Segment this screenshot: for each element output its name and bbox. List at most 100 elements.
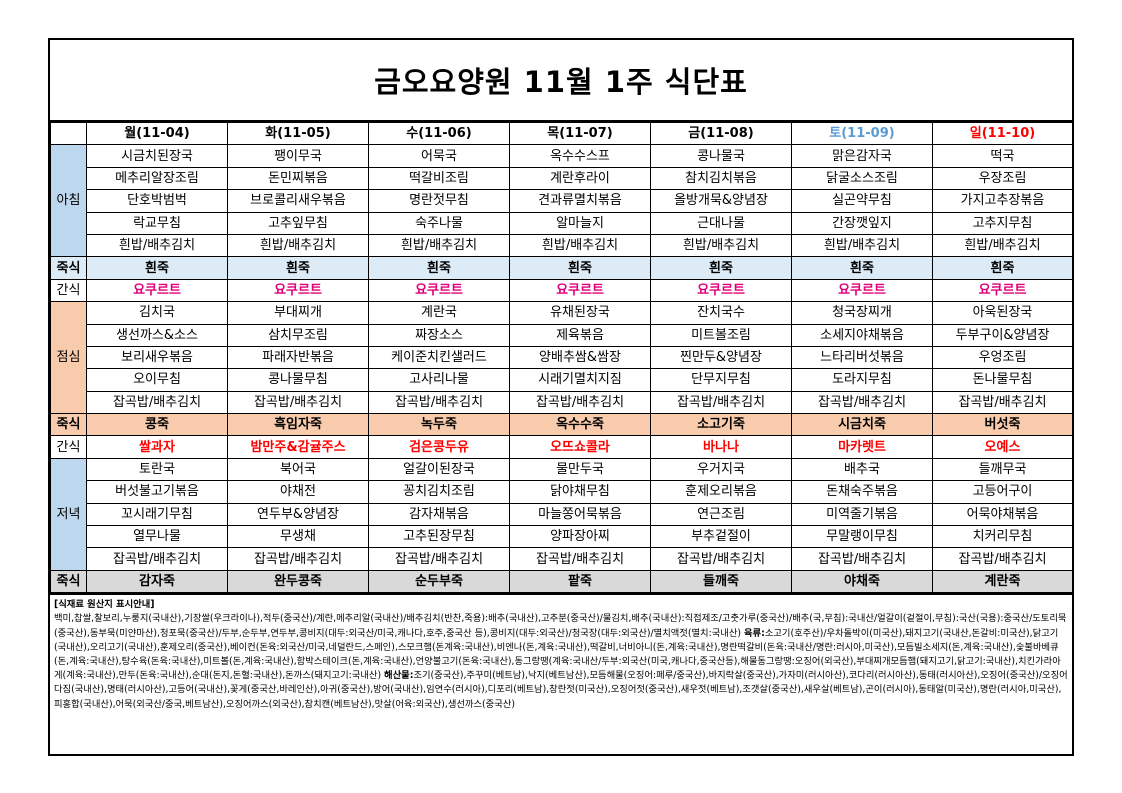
dinner-dish: 잡곡밥/배추김치 xyxy=(509,547,651,571)
dinner_porridge-item: 순두부죽 xyxy=(368,569,510,594)
lunch-dish: 삼치무조림 xyxy=(227,323,369,347)
origin-grain-text: 백미,찹쌀,찰보리,누룽지(국내산),기장쌀(우크라이나),적두(중국산)/계란… xyxy=(54,613,1067,639)
dinner-row: 꼬시래기무침 연두부&양념장 감자채볶음 마늘쫑어묵볶음 연근조림 미역줄기볶음 어묵야채볶… xyxy=(51,502,1073,527)
lunch-dish: 잡곡밥/배추김치 xyxy=(368,390,510,415)
day-header: 월(11-04) xyxy=(86,121,228,146)
origin-meat-label: 육류: xyxy=(743,627,765,639)
lunch-dish: 케이준치킨샐러드 xyxy=(368,345,510,370)
day-header: 수(11-06) xyxy=(368,121,510,146)
breakfast_porridge-row: 죽식 흰죽 흰죽 흰죽 흰죽 흰죽 흰죽 흰죽 xyxy=(50,256,1073,280)
breakfast_porridge-item: 흰죽 xyxy=(932,256,1073,280)
afternoon_snack-item: 쌀과자 xyxy=(86,435,228,459)
dinner-dish: 잡곡밥/배추김치 xyxy=(227,547,369,571)
lunch-dish: 김치국 xyxy=(86,301,228,325)
day-header-row: 월(11-04) 화(11-05) 수(11-06) 목(11-07) 금(11-08)… xyxy=(50,121,1073,146)
lunch-dish: 청국장찌개 xyxy=(791,301,933,325)
breakfast_porridge-item: 흰죽 xyxy=(650,256,792,280)
lunch-row: 생선까스&소스 삼치무조림 짜장소스 제육볶음 미트볼조림 소세지야채볶음 두부구이&양념장 xyxy=(51,323,1073,347)
dinner-dish: 연두부&양념장 xyxy=(227,502,369,527)
lunch-dish: 잡곡밥/배추김치 xyxy=(932,390,1073,415)
afternoon_snack-item: 검은콩두유 xyxy=(368,435,510,459)
dinner-dish: 얼갈이된장국 xyxy=(368,457,510,482)
dinner-dish: 고등어구이 xyxy=(932,480,1073,504)
morning_snack-item: 요쿠르트 xyxy=(791,278,933,303)
dinner-row: 잡곡밥/배추김치 잡곡밥/배추김치 잡곡밥/배추김치 잡곡밥/배추김치 잡곡밥/배추김치… xyxy=(51,547,1073,571)
dinner-dish: 부추겉절이 xyxy=(650,525,792,549)
breakfast-row: 락교무침 고추잎무침 숙주나물 알마늘지 근대나물 간장깻잎지 고추지무침 xyxy=(51,211,1073,235)
dinner-dish: 마늘쫑어묵볶음 xyxy=(509,502,651,527)
dinner_porridge-item: 야채죽 xyxy=(791,569,933,594)
lunch-dish: 잡곡밥/배추김치 xyxy=(86,390,228,415)
lunch-dish: 잡곡밥/배추김치 xyxy=(227,390,369,415)
breakfast-dish: 어묵국 xyxy=(368,144,510,168)
dinner-dish: 열무나물 xyxy=(86,525,228,549)
origin-seafood-label: 해산물: xyxy=(384,670,414,682)
lunch-dish: 아욱된장국 xyxy=(932,301,1073,325)
breakfast-dish: 참치김치볶음 xyxy=(650,166,792,191)
lunch-category-label: 점심 xyxy=(50,301,87,415)
lunch-dish: 생선까스&소스 xyxy=(86,323,228,347)
breakfast-category-label: 아침 xyxy=(50,144,87,258)
morning_snack-category-label: 간식 xyxy=(50,278,87,303)
lunch-dish: 느타리버섯볶음 xyxy=(791,345,933,370)
lunch-dish: 잔치국수 xyxy=(650,301,792,325)
day-header: 일(11-10) xyxy=(932,121,1073,146)
dinner_porridge-category-label: 죽식 xyxy=(50,569,87,594)
breakfast-dish: 우장조림 xyxy=(932,166,1073,191)
breakfast_porridge-item: 흰죽 xyxy=(368,256,510,280)
dinner-dish: 닭야채무침 xyxy=(509,480,651,504)
dinner-dish: 훈제오리볶음 xyxy=(650,480,792,504)
breakfast-dish: 고추지무침 xyxy=(932,211,1073,235)
breakfast-dish: 흰밥/배추김치 xyxy=(932,233,1073,258)
dinner-dish: 들깨무국 xyxy=(932,457,1073,482)
breakfast-dish: 떡갈비조림 xyxy=(368,166,510,191)
dinner-dish: 물만두국 xyxy=(509,457,651,482)
morning_snack-item: 요쿠르트 xyxy=(86,278,228,303)
lunch-row: 점심 김치국 부대찌개 계란국 유채된장국 잔치국수 청국장찌개 아욱된장국 xyxy=(50,301,1073,415)
day-header: 토(11-09) xyxy=(791,121,933,146)
breakfast-dish: 계란후라이 xyxy=(509,166,651,191)
breakfast-dish: 콩나물국 xyxy=(650,144,792,168)
dinner-dish: 꽁치김치조림 xyxy=(368,480,510,504)
lunch-row: 오이무침 콩나물무침 고사리나물 시래기멸치지짐 단무지무침 도라지무침 돈나물무침 xyxy=(51,368,1073,392)
afternoon_snack-row: 간식 쌀과자 밤만주&감귤주스 검은콩두유 오뜨쇼콜라 바나나 마카렛트 오예스 xyxy=(50,435,1073,459)
afternoon_snack-item: 밤만주&감귤주스 xyxy=(227,435,369,459)
afternoon_snack-item: 오예스 xyxy=(932,435,1073,459)
lunch-dish: 보리새우볶음 xyxy=(86,345,228,370)
lunch-dish: 도라지무침 xyxy=(791,368,933,392)
dinner-dish: 치커리무침 xyxy=(932,525,1073,549)
lunch_porridge-row: 죽식 콩죽 흑임자죽 녹두죽 옥수수죽 소고기죽 시금치죽 버섯죽 xyxy=(50,413,1073,437)
breakfast-dish: 흰밥/배추김치 xyxy=(791,233,933,258)
lunch-row: 보리새우볶음 파래자반볶음 케이준치킨샐러드 양배추쌈&쌈장 찐만두&양념장 느타리버섯볶… xyxy=(51,345,1073,370)
dinner-row: 열무나물 무생채 고추된장무침 양파장아찌 부추겉절이 무말랭이무침 치커리무침 xyxy=(51,525,1073,549)
dinner-dish: 꼬시래기무침 xyxy=(86,502,228,527)
dinner-row: 버섯불고기볶음 야채전 꽁치김치조림 닭야채무침 훈제오리볶음 돈채숙주볶음 고등어구이 xyxy=(51,480,1073,504)
breakfast-dish: 락교무침 xyxy=(86,211,228,235)
dinner-category-label: 저녁 xyxy=(50,457,87,571)
lunch_porridge-item: 흑임자죽 xyxy=(227,413,369,437)
lunch_porridge-item: 콩죽 xyxy=(86,413,228,437)
dinner-dish: 어묵야채볶음 xyxy=(932,502,1073,527)
breakfast-dish: 올방개묵&양념장 xyxy=(650,189,792,213)
lunch-dish: 유채된장국 xyxy=(509,301,651,325)
breakfast-dish: 돈민찌볶음 xyxy=(227,166,369,191)
title-box: 금오요양원 11월 1주 식단표 xyxy=(50,40,1072,122)
dinner-dish: 배추국 xyxy=(791,457,933,482)
origin-title: [식재료 원산지 표시안내] xyxy=(54,599,155,611)
breakfast-dish: 맑은감자국 xyxy=(791,144,933,168)
dinner-dish: 연근조림 xyxy=(650,502,792,527)
origin-notice: [식재료 원산지 표시안내] 백미,찹쌀,찰보리,누룽지(국내산),기장쌀(우크… xyxy=(50,593,1072,751)
morning_snack-item: 요쿠르트 xyxy=(932,278,1073,303)
breakfast-dish: 명란젓무침 xyxy=(368,189,510,213)
breakfast-dish: 숙주나물 xyxy=(368,211,510,235)
breakfast-dish: 단호박범벅 xyxy=(86,189,228,213)
morning_snack-item: 요쿠르트 xyxy=(650,278,792,303)
day-header: 목(11-07) xyxy=(509,121,651,146)
lunch-dish: 콩나물무침 xyxy=(227,368,369,392)
dinner-dish: 토란국 xyxy=(86,457,228,482)
day-header: 금(11-08) xyxy=(650,121,792,146)
dinner-row: 저녁 토란국 북어국 얼갈이된장국 물만두국 우거지국 배추국 들깨무국 xyxy=(50,457,1073,571)
lunch-dish: 계란국 xyxy=(368,301,510,325)
lunch_porridge-item: 녹두죽 xyxy=(368,413,510,437)
afternoon_snack-item: 바나나 xyxy=(650,435,792,459)
